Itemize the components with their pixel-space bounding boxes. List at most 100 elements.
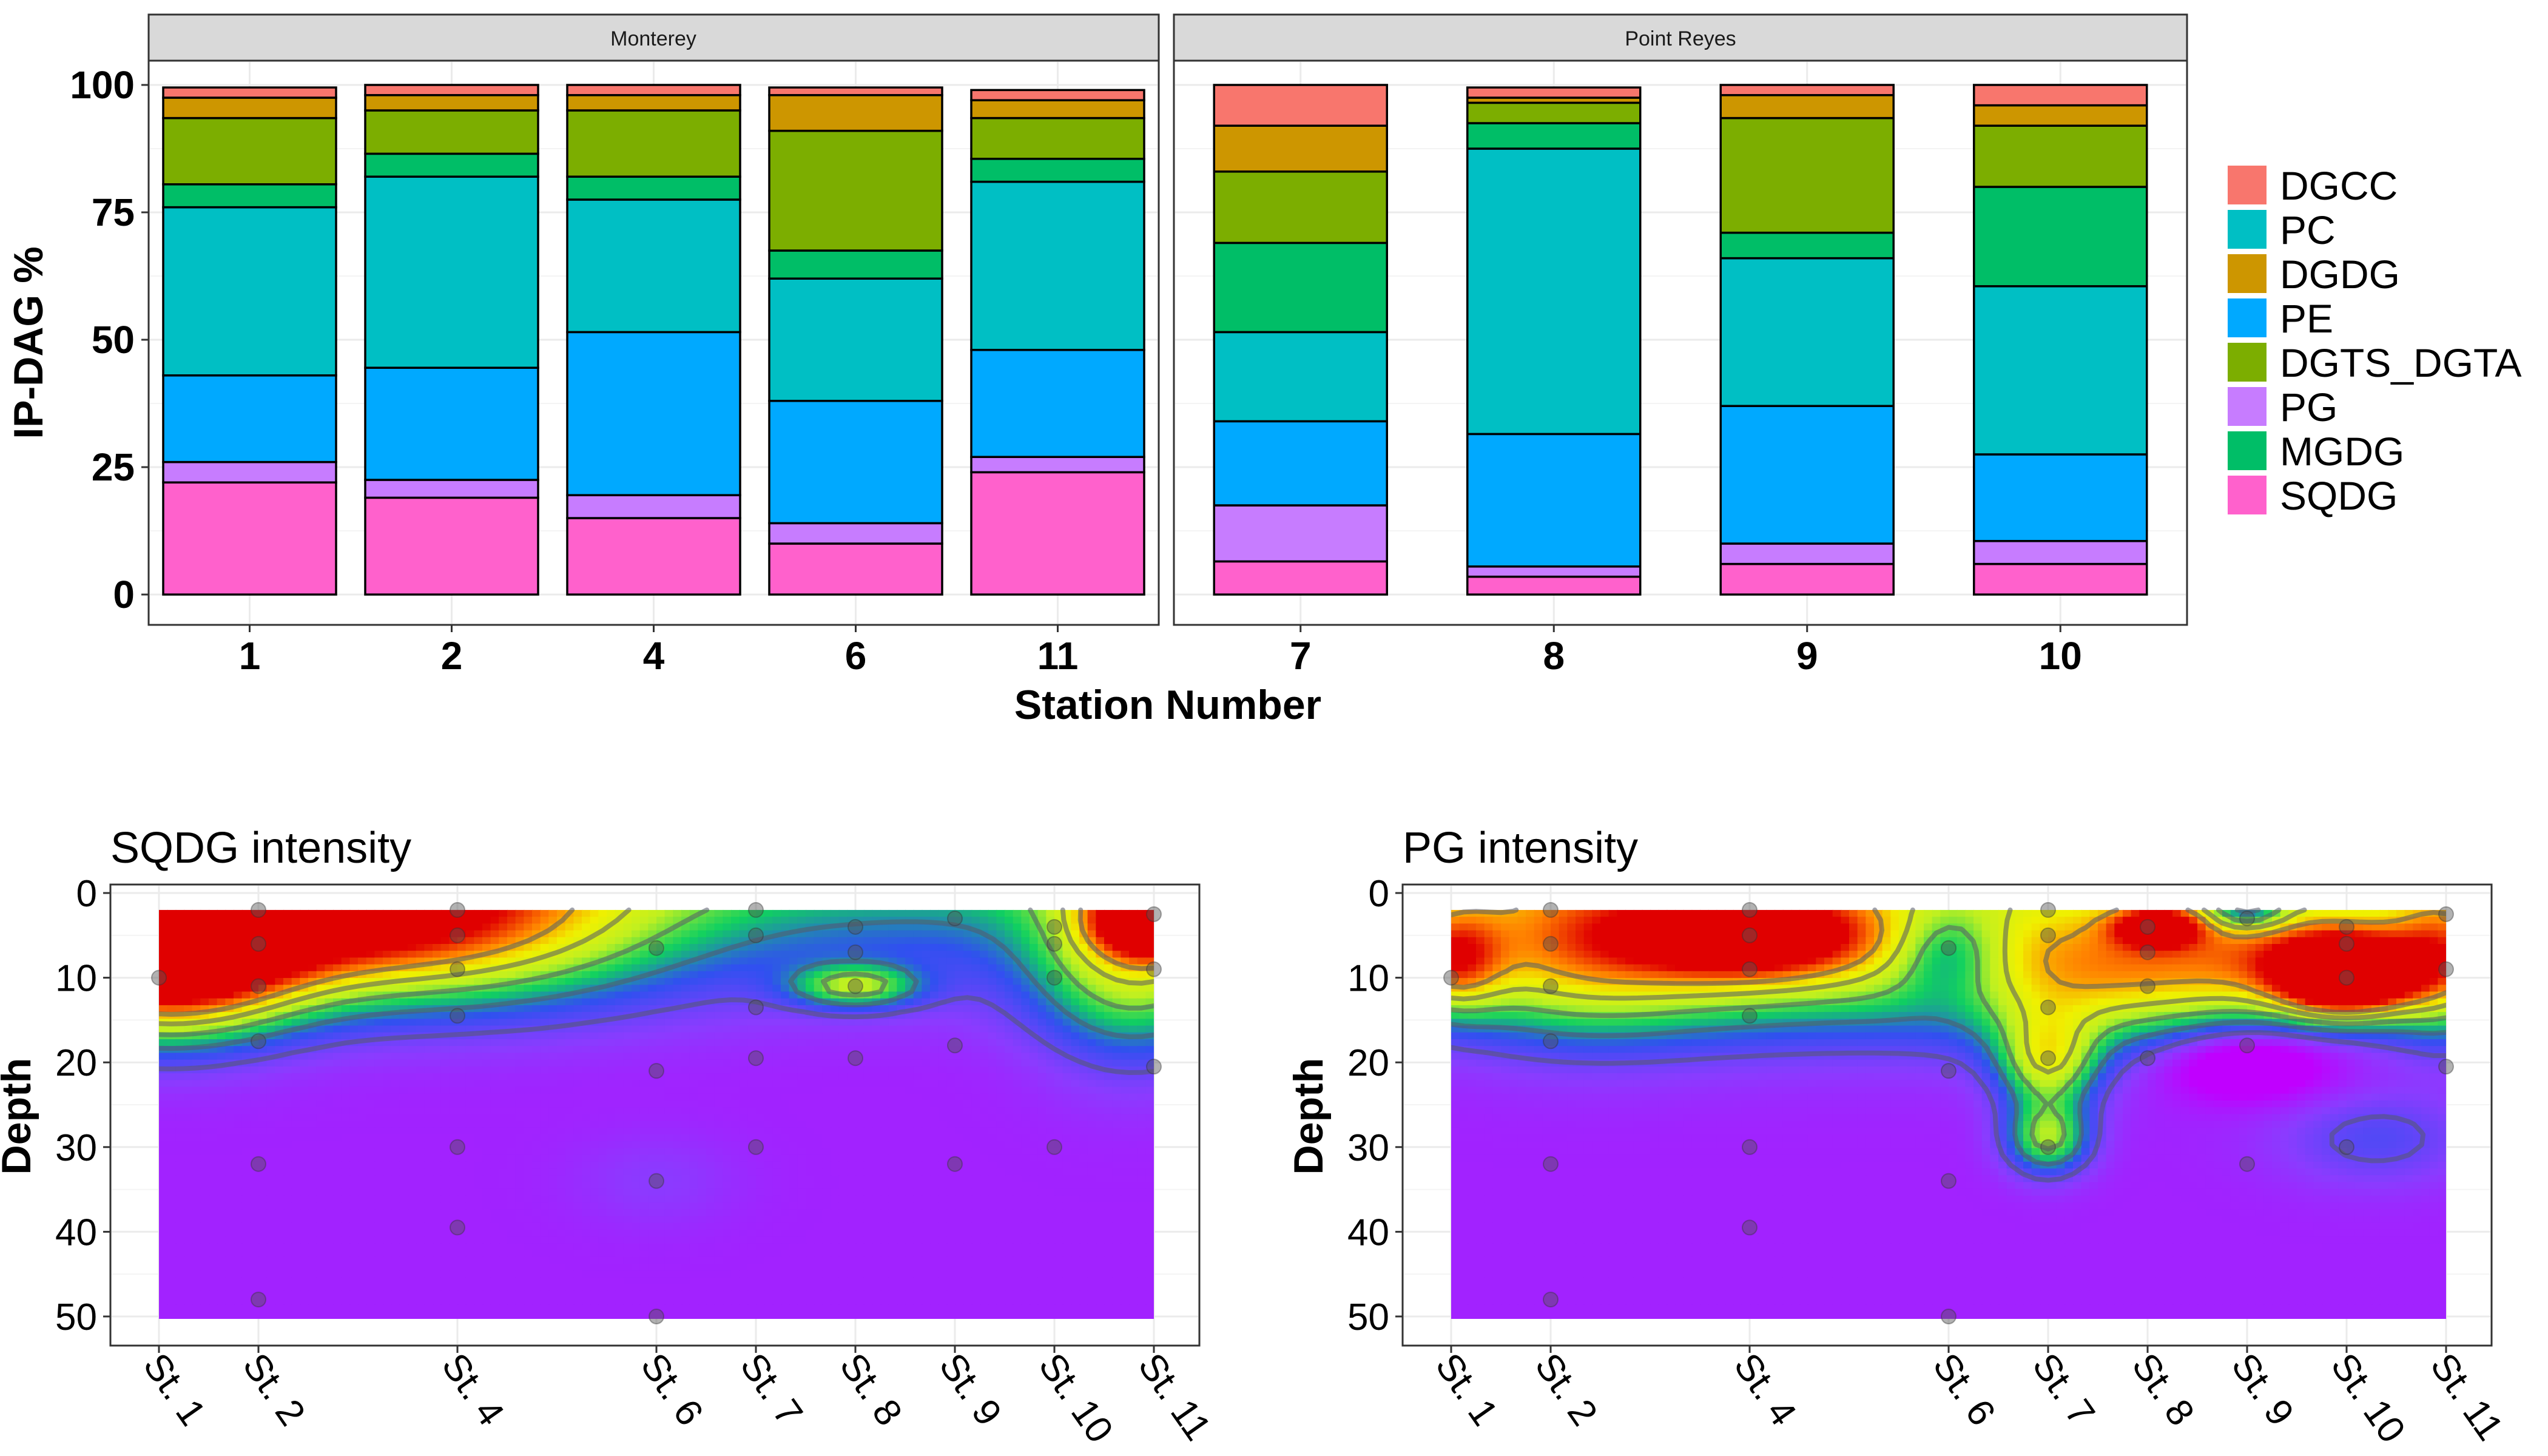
intensity-cell [822, 1080, 832, 1088]
intensity-cell [623, 971, 633, 979]
intensity-cell [623, 937, 633, 945]
intensity-cell [590, 1053, 599, 1060]
intensity-cell [200, 991, 210, 999]
intensity-cell [673, 1121, 682, 1128]
intensity-cell [159, 957, 168, 965]
intensity-cell [283, 1087, 292, 1094]
intensity-cell [623, 1087, 633, 1094]
intensity-cell [548, 1154, 558, 1163]
intensity-cell [258, 1025, 268, 1033]
intensity-cell [250, 985, 260, 993]
intensity-cell [291, 1066, 301, 1074]
intensity-cell [955, 1134, 964, 1142]
intensity-cell [632, 1148, 641, 1156]
intensity-cell [681, 1114, 690, 1122]
intensity-cell [399, 1168, 409, 1176]
intensity-cell [789, 1141, 798, 1149]
intensity-cell [1005, 957, 1014, 965]
intensity-cell [632, 909, 641, 918]
intensity-cell [325, 1107, 334, 1115]
intensity-cell [955, 1066, 964, 1074]
intensity-cell [300, 943, 309, 952]
intensity-cell [341, 1046, 351, 1054]
legend-label: SQDG [2280, 473, 2398, 518]
intensity-cell [772, 1141, 782, 1149]
intensity-cell [175, 1100, 185, 1108]
intensity-cell [706, 991, 715, 999]
intensity-cell [772, 1039, 782, 1047]
intensity-cell [374, 1059, 384, 1068]
intensity-cell [349, 1080, 359, 1088]
intensity-cell [358, 1087, 367, 1094]
intensity-cell [374, 1154, 384, 1163]
intensity-cell [955, 1039, 964, 1047]
intensity-cell [250, 1073, 260, 1081]
intensity-cell [1087, 1161, 1097, 1170]
intensity-cell [963, 1093, 972, 1102]
intensity-cell [714, 1114, 724, 1122]
intensity-cell [374, 1073, 384, 1081]
intensity-cell [192, 909, 201, 918]
intensity-cell [756, 985, 765, 993]
intensity-cell [863, 943, 873, 952]
intensity-cell [374, 957, 384, 965]
intensity-cell [1129, 1107, 1138, 1115]
intensity-cell [225, 1087, 235, 1094]
intensity-cell [838, 1134, 848, 1142]
intensity-cell [689, 1080, 699, 1088]
intensity-cell [266, 923, 276, 931]
bar-segment-pg [162, 460, 337, 484]
intensity-cell [184, 1039, 193, 1047]
intensity-cell [209, 998, 218, 1006]
intensity-cell [739, 930, 749, 938]
intensity-cell [1104, 1039, 1113, 1047]
intensity-cell [283, 957, 292, 965]
intensity-cell [590, 1175, 599, 1183]
intensity-cell [747, 1154, 757, 1163]
intensity-cell [548, 943, 558, 952]
intensity-cell [880, 1175, 889, 1183]
intensity-cell [664, 1073, 674, 1081]
intensity-cell [639, 1148, 649, 1156]
intensity-cell [391, 1100, 400, 1108]
intensity-cell [1021, 930, 1031, 938]
intensity-cell [615, 1080, 624, 1088]
intensity-cell [590, 1127, 599, 1136]
intensity-cell [507, 1032, 516, 1040]
intensity-cell [374, 1066, 384, 1074]
intensity-cell [1021, 1073, 1031, 1081]
intensity-cell [424, 1053, 434, 1060]
intensity-cell [938, 1073, 948, 1081]
intensity-cell [1013, 923, 1022, 931]
intensity-cell [706, 1025, 715, 1033]
intensity-cell [922, 1093, 931, 1102]
intensity-cell [797, 943, 807, 952]
intensity-cell [598, 1121, 608, 1128]
intensity-cell [880, 1141, 889, 1149]
intensity-cell [897, 985, 906, 993]
intensity-cell [863, 1053, 873, 1060]
intensity-cell [1137, 985, 1147, 993]
intensity-cell [863, 1039, 873, 1047]
intensity-cell [374, 930, 384, 938]
intensity-cell [880, 1073, 889, 1081]
intensity-cell [664, 985, 674, 993]
intensity-cell [739, 1046, 749, 1054]
intensity-cell [623, 1080, 633, 1088]
intensity-cell [632, 1134, 641, 1142]
intensity-cell [855, 937, 864, 945]
intensity-cell [598, 1025, 608, 1033]
intensity-cell [416, 1141, 425, 1149]
intensity-cell [831, 1127, 840, 1136]
intensity-cell [607, 1053, 616, 1060]
intensity-cell [250, 991, 260, 999]
intensity-cell [632, 951, 641, 959]
intensity-cell [291, 1073, 301, 1081]
intensity-cell [731, 923, 740, 931]
intensity-cell [366, 1005, 376, 1013]
intensity-cell [731, 991, 740, 999]
intensity-cell [1054, 1148, 1063, 1156]
intensity-cell [996, 1127, 1006, 1136]
intensity-cell [507, 1005, 516, 1013]
intensity-cell [656, 1087, 666, 1094]
